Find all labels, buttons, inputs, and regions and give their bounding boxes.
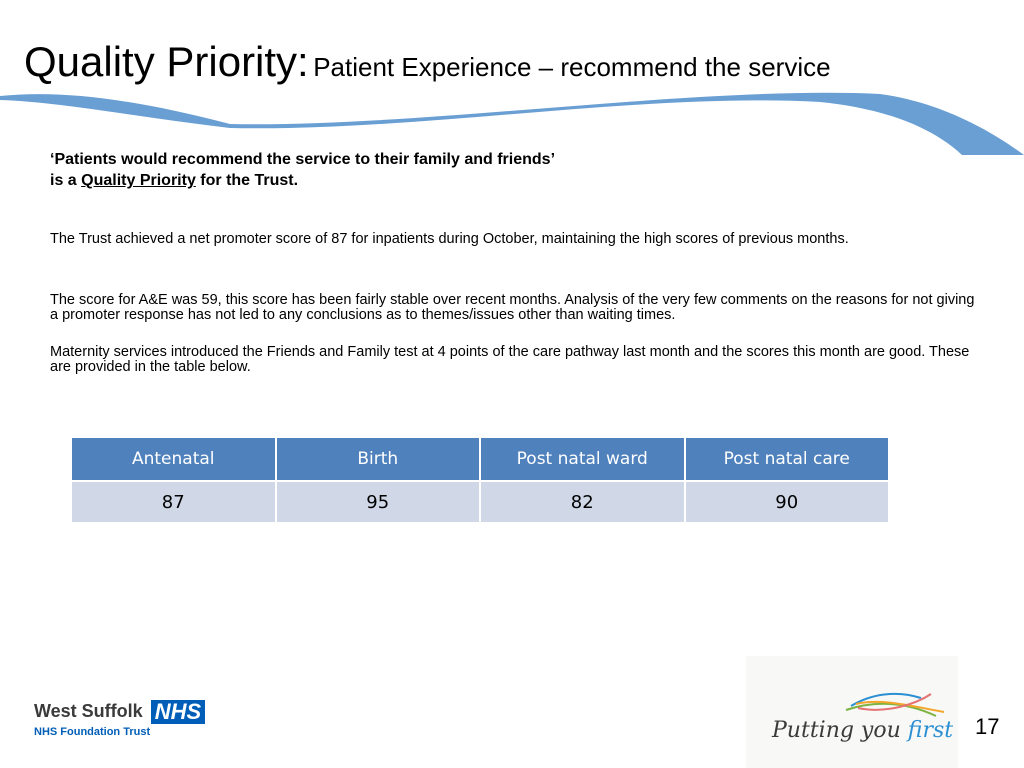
header-swoosh-graphic bbox=[0, 92, 1024, 155]
title-main: Quality Priority: bbox=[24, 38, 309, 85]
value-post-natal-care: 90 bbox=[683, 480, 890, 524]
ribbon-icon bbox=[845, 692, 945, 717]
header-birth: Birth bbox=[274, 436, 481, 482]
statement-line-1: ‘Patients would recommend the service to… bbox=[50, 151, 556, 168]
title-subtitle: Patient Experience – recommend the servi… bbox=[313, 52, 831, 82]
tagline: Putting you first bbox=[772, 718, 953, 743]
paragraph-inpatients: The Trust achieved a net promoter score … bbox=[50, 231, 849, 247]
statement-line-2: is a Quality Priority for the Trust. bbox=[50, 170, 555, 191]
header-post-natal-care: Post natal care bbox=[683, 436, 890, 482]
value-birth: 95 bbox=[274, 480, 481, 524]
page-number: 17 bbox=[975, 714, 1000, 739]
quality-priority-statement: ‘Patients would recommend the service to… bbox=[50, 149, 555, 191]
statement-suffix: for the Trust. bbox=[200, 172, 299, 189]
maternity-scores-table: Antenatal Birth Post natal ward Post nat… bbox=[70, 436, 890, 524]
tagline-part1: Putting you bbox=[772, 718, 901, 743]
value-antenatal: 87 bbox=[70, 480, 277, 524]
slide-title: Quality Priority: Patient Experience – r… bbox=[24, 38, 831, 86]
west-suffolk-nhs-logo: West Suffolk NHS NHS Foundation Trust bbox=[34, 700, 206, 738]
org-name: West Suffolk bbox=[34, 701, 143, 721]
paragraph-maternity: Maternity services introduced the Friend… bbox=[50, 344, 970, 375]
table-row: 87 95 82 90 bbox=[70, 480, 890, 524]
nhs-badge: NHS bbox=[150, 700, 206, 724]
header-antenatal: Antenatal bbox=[70, 436, 277, 482]
tagline-part2: first bbox=[907, 718, 954, 743]
org-subtitle: NHS Foundation Trust bbox=[34, 726, 151, 738]
putting-you-first-logo: Putting you first bbox=[746, 656, 958, 768]
quality-priority-underlined: Quality Priority bbox=[81, 172, 196, 189]
paragraph-ae: The score for A&E was 59, this score has… bbox=[50, 292, 975, 323]
header-post-natal-ward: Post natal ward bbox=[479, 436, 686, 482]
value-post-natal-ward: 82 bbox=[479, 480, 686, 524]
table-header-row: Antenatal Birth Post natal ward Post nat… bbox=[70, 436, 890, 482]
statement-prefix: is a bbox=[50, 172, 77, 189]
